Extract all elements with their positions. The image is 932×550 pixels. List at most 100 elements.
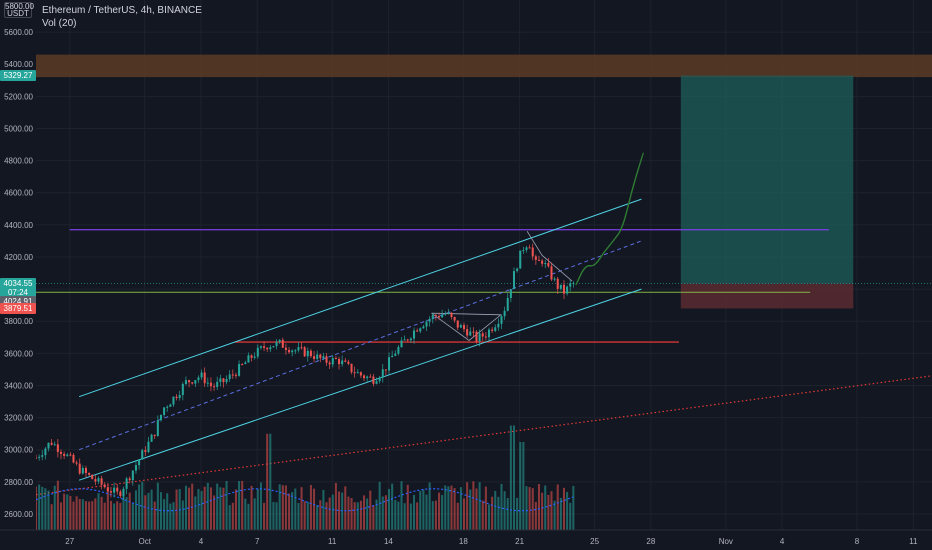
volume-bar: [512, 425, 516, 530]
volume-bar: [531, 488, 534, 530]
candle-body: [534, 256, 537, 260]
volume-bar: [125, 497, 128, 530]
volume-bar: [400, 481, 403, 530]
volume-indicator-label[interactable]: Vol (20): [42, 18, 77, 29]
candle-body: [544, 263, 547, 265]
candle-body: [494, 327, 497, 331]
candle-body: [409, 338, 412, 341]
candle-body: [125, 478, 128, 489]
volume-bar: [66, 494, 69, 530]
volume-bar: [509, 425, 512, 530]
x-tick-label: 8: [855, 537, 860, 546]
candle-body: [481, 333, 484, 337]
candle-body: [309, 350, 312, 357]
candle-body: [512, 271, 516, 290]
candle-body: [322, 356, 325, 359]
volume-bar: [263, 502, 266, 530]
volume-bar: [316, 505, 319, 530]
volume-bar: [375, 499, 378, 530]
volume-bar: [481, 500, 484, 530]
candle-body: [241, 364, 244, 366]
volume-bar: [525, 486, 528, 530]
volume-bar: [134, 490, 137, 530]
volume-bar: [466, 482, 469, 530]
volume-bar: [506, 498, 509, 530]
candle-body: [566, 286, 569, 294]
volume-bar: [559, 498, 562, 530]
volume-bar: [363, 495, 366, 530]
volume-bar: [247, 503, 250, 530]
volume-bar: [113, 503, 116, 530]
candle-body: [181, 383, 184, 396]
candle-body: [163, 407, 166, 415]
price-tag-2: 07:24: [0, 286, 36, 298]
volume-bar: [300, 487, 303, 530]
volume-bar: [250, 485, 253, 530]
candle-body: [403, 339, 406, 341]
currency-top-value: 5800.00: [5, 2, 34, 11]
long-trend-line: [35, 375, 932, 496]
volume-bar: [128, 492, 131, 530]
volume-bar: [41, 486, 44, 530]
candle-body: [553, 278, 556, 280]
candle-body: [503, 310, 506, 317]
candle-body: [250, 355, 253, 358]
candle-body: [431, 315, 434, 320]
candle-body: [175, 396, 178, 399]
volume-bar: [378, 481, 381, 530]
volume-bar: [213, 495, 216, 530]
volume-bar: [528, 487, 531, 530]
volume-bar: [100, 496, 103, 530]
candle-body: [509, 289, 512, 298]
volume-bar: [231, 502, 234, 530]
y-tick-label: 3600.00: [4, 349, 33, 358]
volume-bar: [325, 502, 328, 530]
volume-bar: [572, 485, 575, 530]
candle-body: [166, 406, 169, 408]
volume-bar: [519, 442, 522, 530]
candle-body: [569, 283, 572, 287]
volume-bar: [503, 491, 506, 530]
candle-body: [453, 316, 456, 321]
currency-badge[interactable]: 5800.00 USDT: [4, 2, 34, 18]
time-axis: [0, 530, 932, 550]
price-axis: [0, 0, 36, 550]
volume-bar: [153, 501, 156, 530]
candle-body: [113, 487, 116, 493]
candle-body: [291, 350, 294, 353]
volume-bar: [106, 488, 109, 530]
price-tag-3: 4024.91: [0, 295, 36, 307]
volume-bar: [94, 498, 97, 530]
volume-bar: [222, 487, 225, 530]
y-tick-label: 2600.00: [4, 510, 33, 519]
candle-body: [363, 375, 366, 379]
candle-body: [47, 442, 50, 449]
volume-bar: [306, 501, 309, 530]
volume-bar: [291, 491, 294, 530]
candle-body: [344, 360, 347, 362]
x-tick-label: Nov: [719, 537, 733, 546]
candle-body: [475, 331, 478, 342]
candle-body: [88, 473, 91, 475]
volume-bar: [313, 488, 316, 530]
candle-body: [188, 380, 191, 383]
volume-bar: [181, 500, 184, 530]
candle-body: [447, 312, 450, 314]
volume-ma-line: [35, 488, 574, 512]
volume-bar: [206, 482, 209, 530]
volume-bar: [444, 485, 447, 530]
candle-body: [328, 362, 331, 365]
volume-bar: [241, 480, 244, 530]
candle-body: [316, 354, 319, 359]
candle-body: [213, 386, 216, 388]
candle-body: [437, 316, 441, 318]
candle-body: [497, 323, 500, 328]
candle-body: [313, 356, 316, 359]
channel-lower-line: [78, 288, 642, 481]
y-tick-label: 4600.00: [4, 189, 33, 198]
volume-bar: [303, 501, 306, 530]
x-tick-label: Oct: [138, 537, 151, 546]
candle-body: [138, 459, 141, 466]
volume-bar: [163, 499, 166, 530]
